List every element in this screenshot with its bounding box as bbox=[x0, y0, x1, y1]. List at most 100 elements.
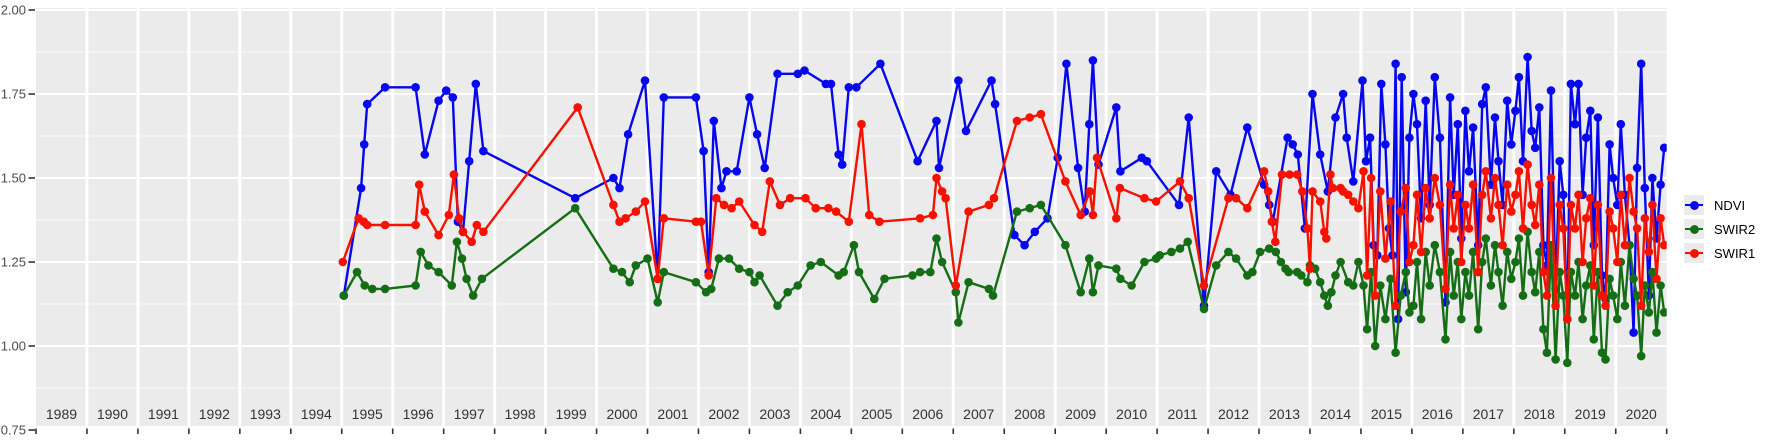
data-point bbox=[1211, 167, 1221, 176]
data-point bbox=[1464, 291, 1474, 300]
data-point bbox=[1625, 173, 1634, 183]
y-tick-label: 1.00 bbox=[1, 339, 26, 354]
x-tick-label: 1990 bbox=[97, 406, 128, 422]
data-point bbox=[934, 163, 944, 173]
data-point bbox=[1514, 167, 1524, 176]
data-point bbox=[1494, 200, 1503, 210]
data-point bbox=[1112, 103, 1121, 112]
data-point bbox=[1140, 193, 1149, 203]
data-point bbox=[1608, 291, 1618, 300]
data-point bbox=[1445, 180, 1455, 189]
data-point bbox=[1636, 59, 1646, 69]
data-point bbox=[1659, 308, 1667, 317]
data-point bbox=[1386, 274, 1395, 284]
x-tick-label: 2001 bbox=[657, 406, 688, 422]
data-point bbox=[1293, 150, 1303, 159]
data-point bbox=[1535, 180, 1544, 189]
data-point bbox=[1199, 281, 1209, 290]
data-point bbox=[1073, 163, 1083, 173]
x-tick-label: 2002 bbox=[708, 406, 739, 422]
data-point bbox=[1416, 314, 1426, 324]
data-point bbox=[961, 126, 971, 136]
data-point bbox=[1597, 291, 1607, 300]
data-point bbox=[1636, 301, 1646, 311]
data-point bbox=[1435, 133, 1445, 142]
data-point bbox=[1605, 207, 1614, 216]
data-point bbox=[352, 267, 362, 277]
legend: NDVI SWIR2 SWIR1 bbox=[1684, 195, 1755, 263]
data-point bbox=[1243, 123, 1252, 132]
data-point bbox=[1586, 106, 1595, 116]
data-point bbox=[915, 214, 925, 223]
data-point bbox=[1263, 187, 1273, 196]
data-point bbox=[1112, 214, 1121, 223]
data-point bbox=[1546, 86, 1556, 95]
x-tick-label: 2019 bbox=[1575, 406, 1606, 422]
x-tick-label: 2015 bbox=[1371, 406, 1402, 422]
data-point bbox=[1477, 99, 1487, 109]
data-point bbox=[1453, 190, 1463, 200]
data-point bbox=[1085, 119, 1094, 129]
data-point bbox=[1305, 264, 1315, 274]
data-point bbox=[1498, 240, 1507, 250]
data-point bbox=[1486, 281, 1496, 290]
data-point bbox=[1354, 257, 1363, 267]
data-point bbox=[1601, 301, 1610, 311]
data-point bbox=[362, 99, 372, 109]
data-point bbox=[691, 93, 701, 102]
data-point bbox=[712, 193, 721, 203]
data-point bbox=[1381, 254, 1390, 263]
data-point bbox=[1566, 200, 1576, 210]
data-point bbox=[1490, 240, 1500, 250]
data-point bbox=[932, 116, 941, 126]
data-point bbox=[1088, 56, 1098, 65]
legend-label: SWIR2 bbox=[1714, 221, 1756, 237]
data-point bbox=[831, 207, 841, 216]
data-point bbox=[1589, 281, 1599, 290]
data-point bbox=[1320, 227, 1329, 237]
data-point bbox=[1481, 83, 1491, 92]
data-point bbox=[757, 227, 767, 237]
data-point bbox=[1285, 170, 1294, 179]
data-point bbox=[1481, 167, 1491, 176]
data-point bbox=[932, 234, 941, 243]
data-point bbox=[1421, 96, 1430, 105]
data-point bbox=[1430, 72, 1440, 82]
data-point bbox=[1530, 287, 1540, 297]
data-point bbox=[1231, 193, 1241, 203]
data-point bbox=[1457, 314, 1466, 324]
data-point bbox=[1308, 89, 1317, 99]
x-tick-label: 2009 bbox=[1065, 406, 1096, 422]
y-tick-label: 0.75 bbox=[1, 423, 26, 438]
x-tick-label: 1995 bbox=[352, 406, 383, 422]
data-point bbox=[1511, 257, 1520, 267]
data-point bbox=[706, 284, 716, 294]
data-point bbox=[1255, 247, 1265, 257]
data-point bbox=[801, 193, 810, 203]
data-point bbox=[1326, 170, 1335, 179]
data-point bbox=[1494, 267, 1503, 277]
data-point bbox=[1409, 240, 1418, 250]
data-point bbox=[793, 281, 803, 290]
data-point bbox=[1581, 214, 1591, 223]
y-tick-label: 2.00 bbox=[1, 3, 26, 18]
data-point bbox=[990, 99, 1000, 109]
data-point bbox=[1514, 234, 1524, 243]
legend-label: SWIR1 bbox=[1714, 245, 1756, 261]
data-point bbox=[1563, 314, 1572, 324]
data-point bbox=[1640, 183, 1650, 193]
data-point bbox=[447, 281, 457, 290]
data-point bbox=[760, 163, 769, 173]
x-tick-label: 1996 bbox=[403, 406, 434, 422]
data-point bbox=[1511, 106, 1520, 116]
data-point bbox=[1563, 358, 1572, 368]
data-point bbox=[1276, 257, 1286, 267]
data-point bbox=[1530, 143, 1540, 153]
series-swir1 bbox=[338, 103, 1667, 324]
data-point bbox=[1283, 133, 1292, 142]
data-point bbox=[1315, 197, 1325, 206]
data-point bbox=[1581, 133, 1591, 142]
y-axis: 2.00 1.75 1.50 1.25 1.00 0.75 bbox=[1, 3, 35, 438]
data-point bbox=[915, 267, 925, 277]
data-point bbox=[1574, 79, 1583, 89]
